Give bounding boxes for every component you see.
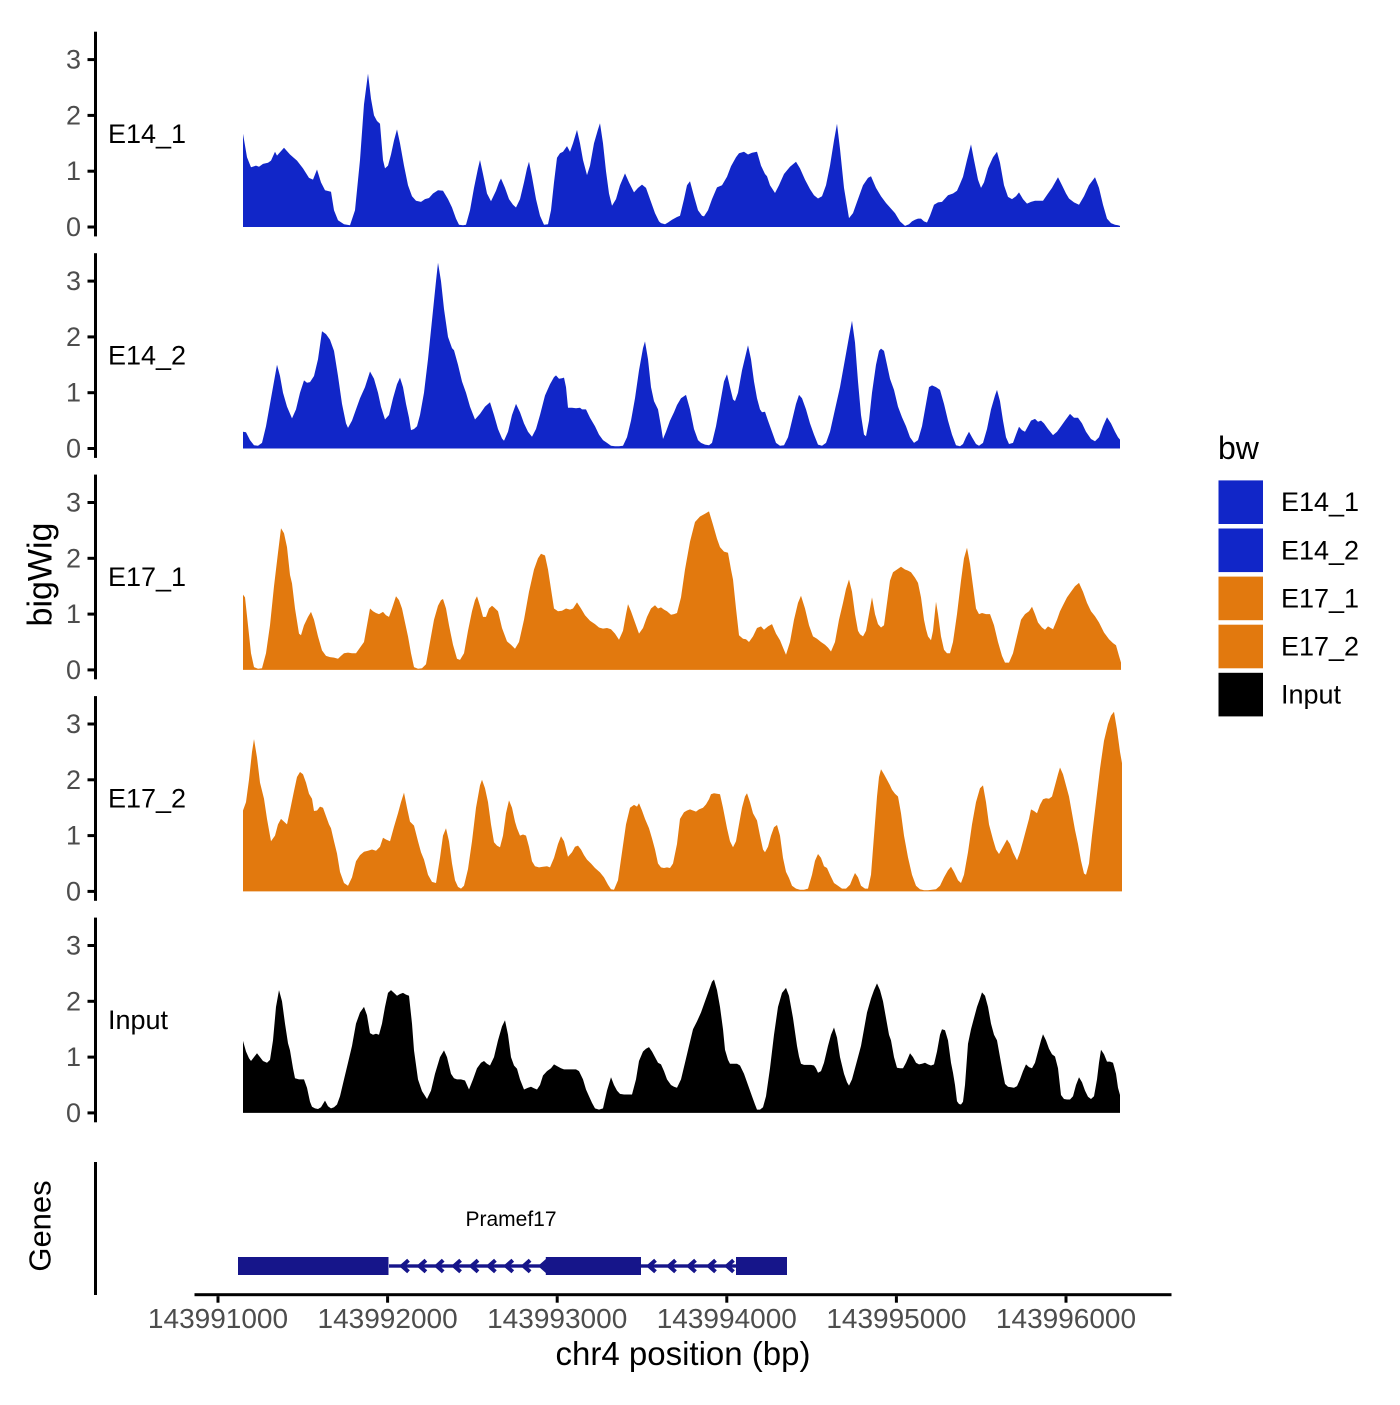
svg-text:chr4 position (bp): chr4 position (bp) <box>556 1335 811 1372</box>
svg-text:3: 3 <box>66 45 81 75</box>
svg-text:E17_2: E17_2 <box>108 783 186 813</box>
svg-text:bigWig: bigWig <box>22 523 60 627</box>
svg-text:143992000: 143992000 <box>318 1303 458 1334</box>
svg-text:2: 2 <box>66 986 81 1016</box>
svg-text:Pramef17: Pramef17 <box>465 1208 556 1231</box>
svg-text:E14_2: E14_2 <box>1281 535 1359 565</box>
svg-text:2: 2 <box>66 543 81 573</box>
svg-text:E17_1: E17_1 <box>108 562 186 592</box>
svg-text:2: 2 <box>66 322 81 352</box>
svg-text:143995000: 143995000 <box>826 1303 966 1334</box>
svg-text:0: 0 <box>66 212 81 242</box>
svg-text:Input: Input <box>1281 680 1342 710</box>
svg-text:143991000: 143991000 <box>148 1303 288 1334</box>
svg-text:2: 2 <box>66 765 81 795</box>
svg-text:3: 3 <box>66 931 81 961</box>
svg-text:2: 2 <box>66 100 81 130</box>
svg-text:0: 0 <box>66 876 81 906</box>
svg-text:0: 0 <box>66 1098 81 1128</box>
svg-text:Genes: Genes <box>23 1180 58 1271</box>
svg-text:1: 1 <box>66 821 81 851</box>
svg-text:1: 1 <box>66 156 81 186</box>
svg-text:143994000: 143994000 <box>657 1303 797 1334</box>
svg-text:0: 0 <box>66 655 81 685</box>
svg-text:3: 3 <box>66 709 81 739</box>
svg-text:E14_2: E14_2 <box>108 341 186 371</box>
svg-text:1: 1 <box>66 378 81 408</box>
svg-text:0: 0 <box>66 434 81 464</box>
svg-text:E17_1: E17_1 <box>1281 583 1359 613</box>
svg-text:E17_2: E17_2 <box>1281 632 1359 662</box>
svg-text:Input: Input <box>108 1005 169 1035</box>
svg-text:143996000: 143996000 <box>996 1303 1136 1334</box>
svg-text:bw: bw <box>1218 430 1260 466</box>
svg-text:3: 3 <box>66 488 81 518</box>
svg-text:E14_1: E14_1 <box>1281 487 1359 517</box>
svg-text:143993000: 143993000 <box>487 1303 627 1334</box>
svg-text:E14_1: E14_1 <box>108 119 186 149</box>
svg-text:1: 1 <box>66 1042 81 1072</box>
svg-text:3: 3 <box>66 266 81 296</box>
svg-text:1: 1 <box>66 599 81 629</box>
